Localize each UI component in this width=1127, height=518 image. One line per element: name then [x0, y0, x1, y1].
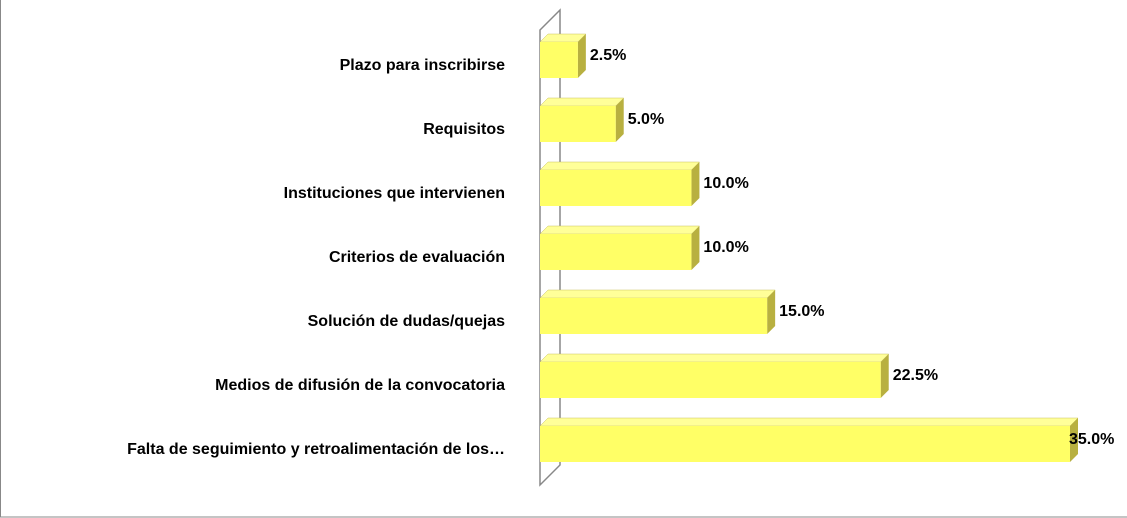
bar-front [540, 426, 1070, 462]
data-label: 10.0% [703, 239, 748, 256]
bar-front [540, 234, 692, 270]
bar-top [539, 225, 701, 235]
bar-side [880, 354, 889, 398]
data-label: 15.0% [779, 303, 824, 320]
category-label: Falta de seguimiento y retroalimentación… [127, 441, 505, 458]
bar-top [539, 417, 1079, 427]
bar [539, 289, 776, 334]
bar-side [577, 34, 586, 78]
bar-front [540, 170, 692, 206]
category-label: Medios de difusión de la convocatoria [215, 377, 505, 394]
bar-side [1070, 418, 1078, 462]
bar-top [539, 97, 625, 107]
bar-side [691, 226, 700, 270]
data-label: 2.5% [590, 47, 626, 64]
bar [539, 33, 587, 78]
category-label: Requisitos [423, 121, 505, 138]
bar-top [539, 161, 701, 171]
data-label: 22.5% [893, 367, 938, 384]
bar-top [539, 353, 890, 363]
category-label: Solución de dudas/quejas [308, 313, 505, 330]
bar-front [540, 362, 881, 398]
bar-side [691, 162, 700, 206]
bar [539, 353, 890, 398]
bar [539, 225, 701, 270]
bar-side [615, 98, 624, 142]
category-label: Instituciones que intervienen [284, 185, 505, 202]
category-label: Plazo para inscribirse [340, 57, 506, 74]
bar-front [540, 106, 616, 142]
bar [539, 97, 625, 142]
data-label: 5.0% [628, 111, 664, 128]
bar-front [540, 298, 768, 334]
bar-top [539, 33, 587, 43]
bar [539, 417, 1079, 462]
bar [539, 161, 701, 206]
data-label: 35.0% [1069, 431, 1114, 448]
category-label: Criterios de evaluación [329, 249, 505, 266]
bar-side [767, 290, 776, 334]
data-label: 10.0% [703, 175, 748, 192]
bar-top [539, 289, 776, 299]
bar-front [540, 42, 578, 78]
